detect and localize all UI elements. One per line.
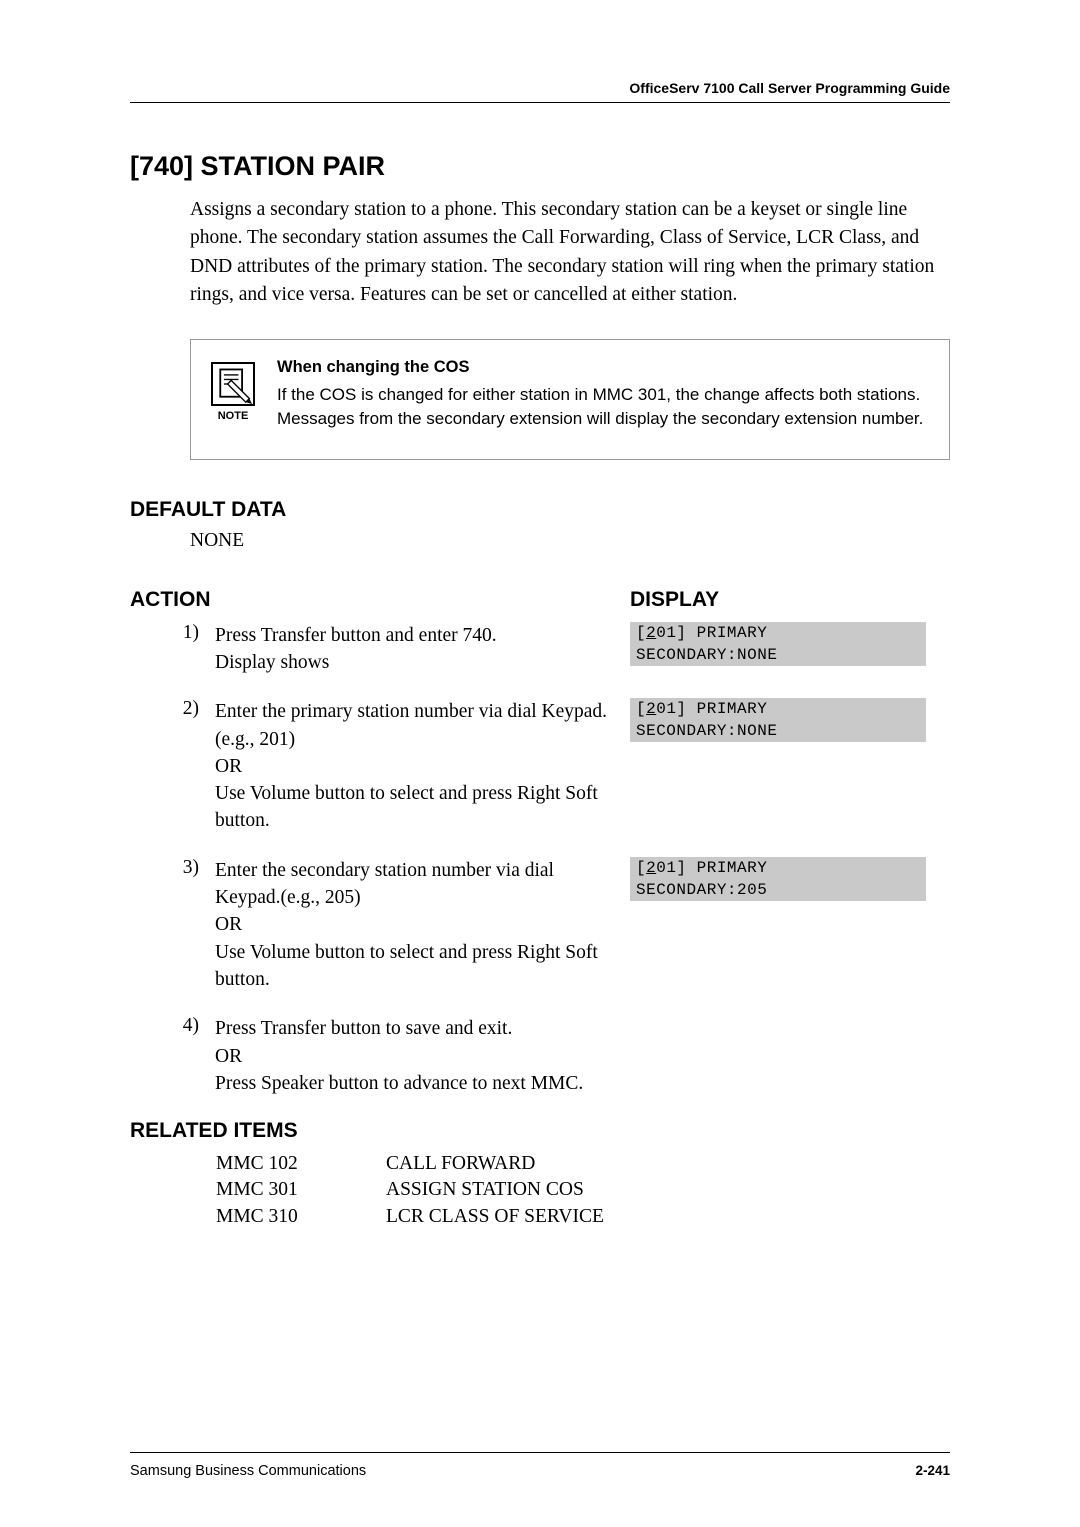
- related-item: MMC 310 LCR CLASS OF SERVICE: [216, 1204, 950, 1230]
- footer-page-number: 2-241: [915, 1463, 950, 1479]
- step-row: 3) Enter the secondary station number vi…: [130, 857, 950, 993]
- footer-left: Samsung Business Communications: [130, 1463, 366, 1479]
- step-text: Press Transfer button to save and exit.O…: [215, 1015, 630, 1097]
- display-box: [201] PRIMARY SECONDARY:NONE: [630, 698, 926, 742]
- intro-paragraph: Assigns a secondary station to a phone. …: [190, 196, 950, 309]
- related-item: MMC 301 ASSIGN STATION COS: [216, 1177, 950, 1203]
- step-number: 1): [130, 622, 215, 644]
- display-box: [201] PRIMARY SECONDARY:NONE: [630, 622, 926, 666]
- note-icon-label: NOTE: [218, 410, 249, 422]
- step-text: Press Transfer button and enter 740.Disp…: [215, 622, 630, 677]
- note-title: When changing the COS: [277, 358, 929, 377]
- step-number: 4): [130, 1015, 215, 1037]
- related-code: MMC 310: [216, 1204, 386, 1230]
- step-row: 2) Enter the primary station number via …: [130, 698, 950, 834]
- related-code: MMC 102: [216, 1151, 386, 1177]
- note-body-text: If the COS is changed for either station…: [277, 383, 929, 431]
- step-number: 3): [130, 857, 215, 879]
- display-column-heading: DISPLAY: [630, 588, 930, 612]
- related-name: LCR CLASS OF SERVICE: [386, 1204, 604, 1230]
- related-item: MMC 102 CALL FORWARD: [216, 1151, 950, 1177]
- doc-header: OfficeServ 7100 Call Server Programming …: [130, 80, 950, 102]
- step-number: 2): [130, 698, 215, 720]
- related-items-heading: RELATED ITEMS: [130, 1119, 950, 1143]
- step-row: 1) Press Transfer button and enter 740.D…: [130, 622, 950, 677]
- note-callout: NOTE When changing the COS If the COS is…: [190, 339, 950, 460]
- action-column-heading: ACTION: [130, 588, 630, 612]
- note-icon: [211, 362, 255, 406]
- step-row: 4) Press Transfer button to save and exi…: [130, 1015, 950, 1097]
- page-title: [740] STATION PAIR: [130, 151, 950, 182]
- step-text: Enter the secondary station number via d…: [215, 857, 630, 993]
- step-text: Enter the primary station number via dia…: [215, 698, 630, 834]
- default-data-value: NONE: [190, 530, 950, 552]
- default-data-heading: DEFAULT DATA: [130, 498, 950, 522]
- display-box: [201] PRIMARY SECONDARY:205: [630, 857, 926, 901]
- page-footer: Samsung Business Communications 2-241: [130, 1452, 950, 1479]
- related-name: CALL FORWARD: [386, 1151, 535, 1177]
- related-code: MMC 301: [216, 1177, 386, 1203]
- related-name: ASSIGN STATION COS: [386, 1177, 584, 1203]
